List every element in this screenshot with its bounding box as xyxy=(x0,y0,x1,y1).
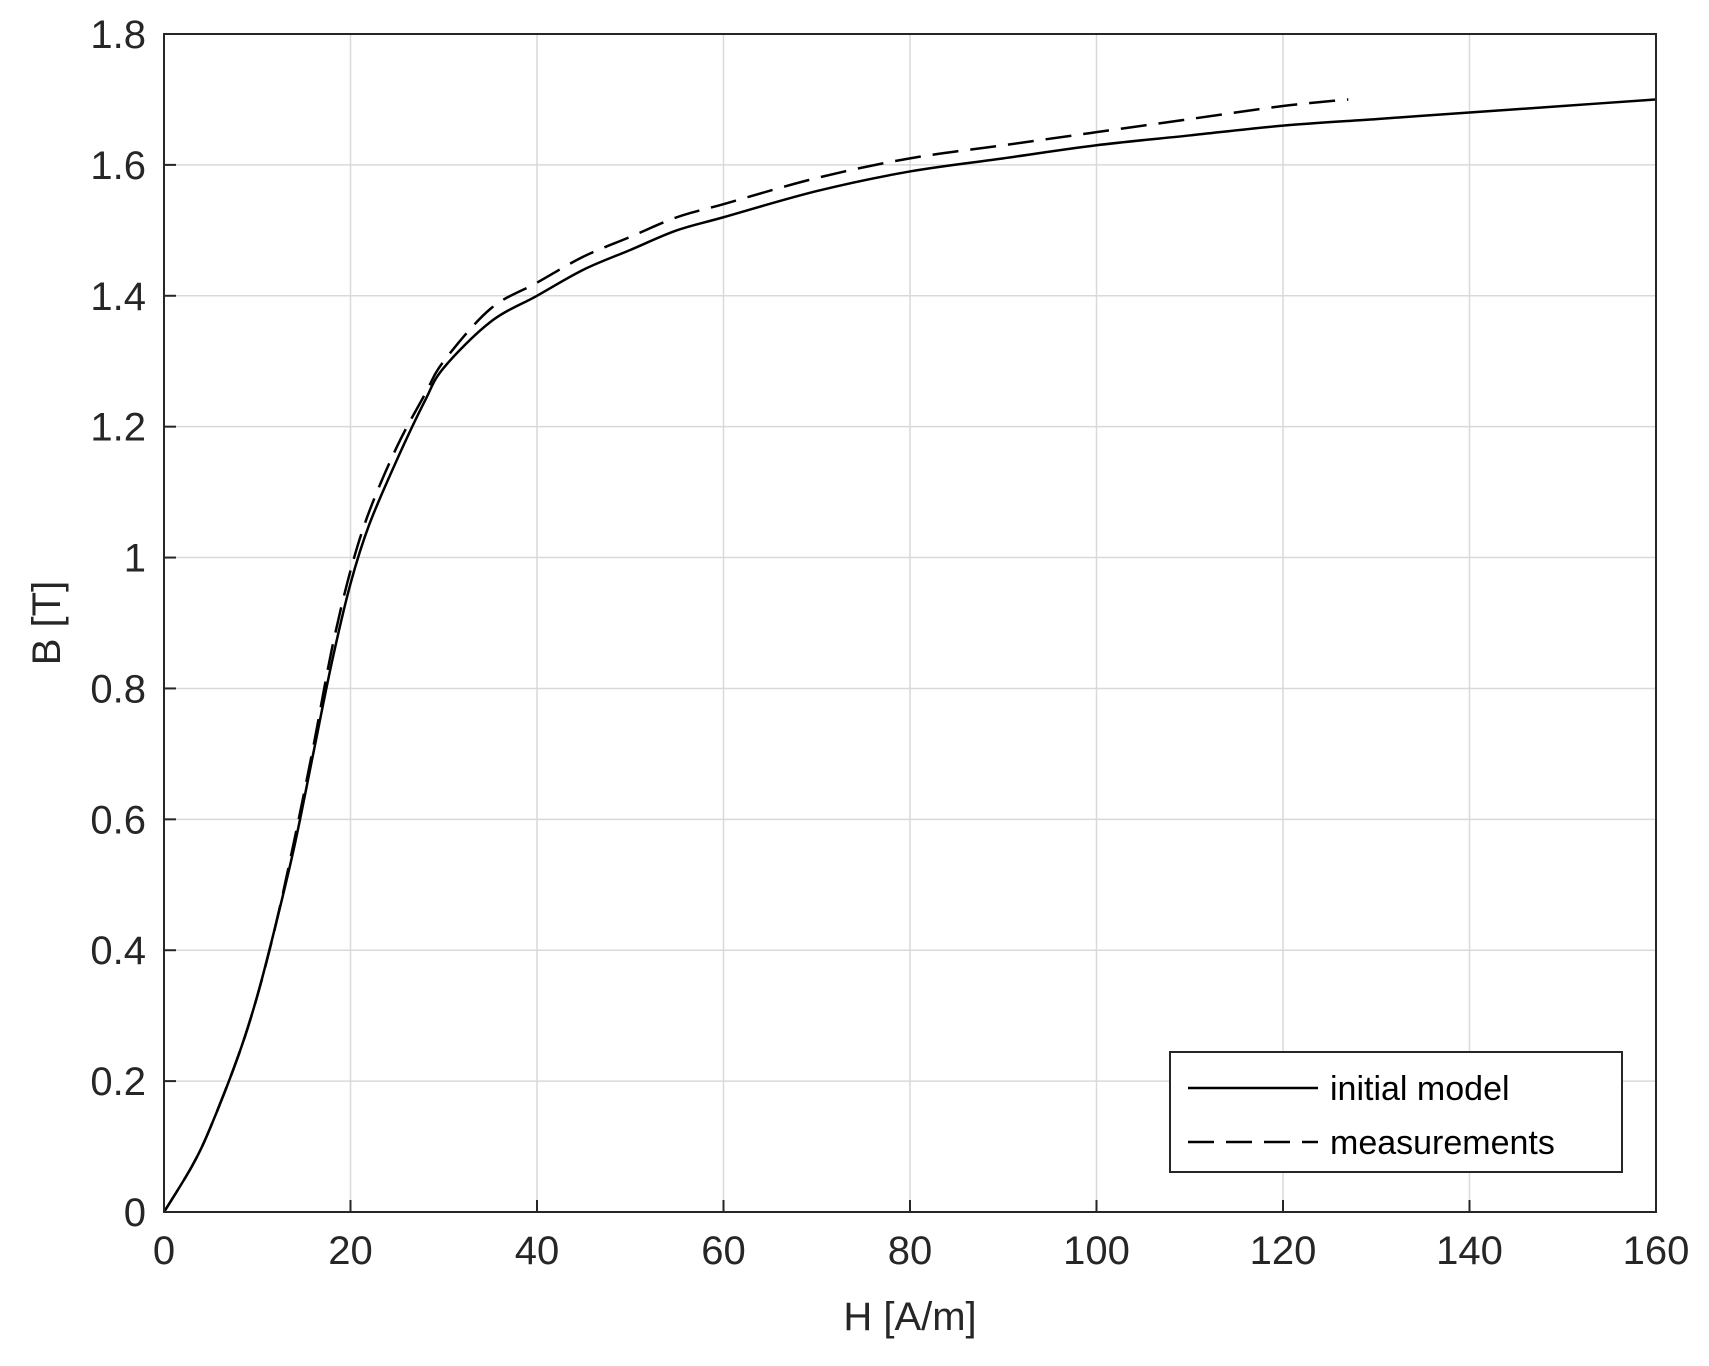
tick-labels: 0 20 40 60 80 100 120 140 160 0 0.2 0.4 0.6 0.8 1 1.2 1.… xyxy=(90,13,1689,1273)
y-tick-label: 1 xyxy=(124,537,146,581)
y-tick-label: 0.2 xyxy=(90,1060,146,1104)
legend-label-measurements: measurements xyxy=(1330,1124,1555,1162)
x-tick-label: 40 xyxy=(515,1229,560,1273)
x-tick-label: 20 xyxy=(328,1229,373,1273)
y-tick-label: 0 xyxy=(124,1191,146,1235)
y-tick-label: 0.6 xyxy=(90,798,146,842)
x-axis-label: H [A/m] xyxy=(843,1295,976,1339)
legend-box xyxy=(1169,1051,1623,1173)
y-tick-label: 1.4 xyxy=(90,275,146,319)
legend-label-initial-model: initial model xyxy=(1330,1070,1510,1108)
x-tick-label: 140 xyxy=(1436,1229,1503,1273)
x-tick-label: 100 xyxy=(1063,1229,1130,1273)
y-tick-label: 1.6 xyxy=(90,144,146,188)
series-line-measurements xyxy=(162,98,1349,1213)
x-tick-label: 60 xyxy=(701,1229,746,1273)
x-tick-label: 160 xyxy=(1623,1229,1690,1273)
y-tick-label: 0.8 xyxy=(90,667,146,711)
x-tick-label: 0 xyxy=(153,1229,175,1273)
x-tick-label: 120 xyxy=(1250,1229,1317,1273)
x-tick-label: 80 xyxy=(888,1229,933,1273)
legend: initial model measurements xyxy=(1169,1051,1623,1173)
y-tick-label: 0.4 xyxy=(90,929,146,973)
y-tick-label: 1.2 xyxy=(90,406,146,450)
series-lines xyxy=(162,98,1657,1213)
y-tick-label: 1.8 xyxy=(90,13,146,57)
y-axis-label: B [T] xyxy=(25,581,69,665)
